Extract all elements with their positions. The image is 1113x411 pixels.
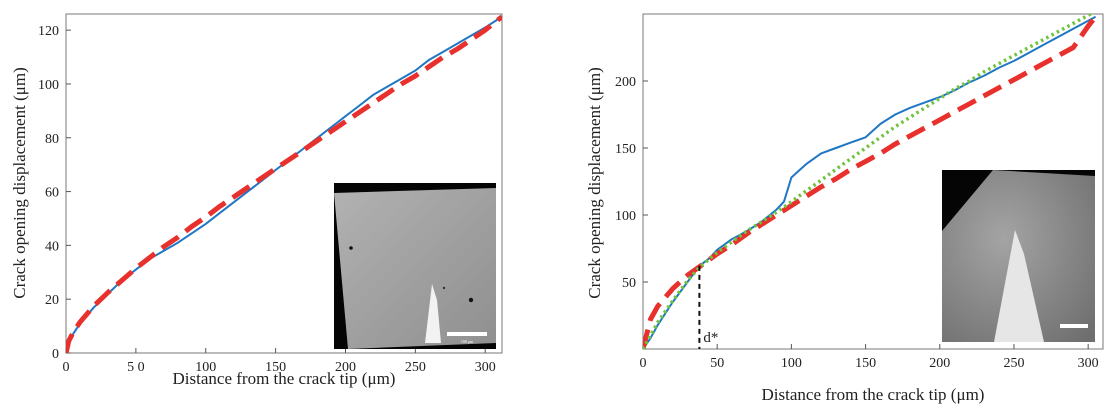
x-tick-label: 0 — [63, 360, 70, 375]
right-y-ticks: 50 100 150 200 — [615, 75, 648, 291]
left-y-ticks: 0 20 40 60 80 100 120 — [38, 24, 71, 362]
left-y-axis-label: Crack opening displacement (μm) — [10, 67, 29, 298]
y-tick-label: 0 — [52, 347, 59, 362]
left-inset-crack — [425, 284, 441, 343]
x-tick-label: 100 — [195, 360, 216, 375]
left-x-axis-label: Distance from the crack tip (μm) — [173, 369, 396, 388]
y-tick-label: 50 — [622, 276, 636, 291]
series-dashed-line — [66, 14, 502, 353]
right-inset-crack — [994, 230, 1044, 342]
x-tick-label: 300 — [475, 360, 496, 375]
x-tick-label: 150 — [265, 360, 286, 375]
y-tick-label: 100 — [615, 209, 636, 224]
y-tick-label: 100 — [38, 78, 59, 93]
left-inset-particle — [349, 246, 353, 250]
x-tick-label: 50 — [710, 356, 724, 371]
x-tick-label: 200 — [335, 360, 356, 375]
x-tick-label: 300 — [1078, 356, 1099, 371]
right-series — [643, 14, 1098, 349]
d-star-label: d* — [703, 330, 718, 346]
series-solid-line — [643, 15, 1097, 349]
left-series — [66, 14, 502, 353]
y-tick-label: 80 — [45, 132, 59, 147]
x-tick-label: 5 0 — [127, 360, 145, 375]
series-dashed-line — [643, 15, 1098, 349]
x-tick-label: 200 — [929, 356, 950, 371]
x-tick-label: 250 — [405, 360, 426, 375]
y-tick-label: 120 — [38, 24, 59, 39]
right-chart: 0 50 100 150 200 250 300 50 100 150 200 d* Distan… — [585, 13, 1104, 404]
left-inset-particle — [468, 297, 474, 303]
left-inset-specimen — [334, 188, 496, 349]
left-inset-scale-label: 100 μm — [461, 339, 474, 344]
y-tick-label: 200 — [615, 75, 636, 90]
left-plot-frame — [65, 13, 503, 354]
left-inset-particle — [442, 286, 446, 290]
left-inset-scale-bar — [447, 332, 487, 336]
right-inset-scale-bar — [1060, 324, 1088, 328]
x-tick-label: 0 — [640, 356, 647, 371]
y-tick-label: 60 — [45, 186, 59, 201]
right-inset-micrograph — [942, 170, 1095, 342]
y-tick-label: 150 — [615, 142, 636, 157]
right-y-axis-label: Crack opening displacement (μm) — [585, 67, 604, 298]
left-inset-micrograph: 100 μm — [334, 183, 496, 349]
y-tick-label: 40 — [45, 239, 59, 254]
y-tick-label: 20 — [45, 293, 59, 308]
right-x-ticks: 0 50 100 150 200 250 300 — [640, 344, 1099, 371]
x-tick-label: 100 — [781, 356, 802, 371]
x-tick-label: 150 — [855, 356, 876, 371]
x-tick-label: 250 — [1003, 356, 1024, 371]
right-plot-frame — [642, 13, 1104, 350]
right-x-axis-label: Distance from the crack tip (μm) — [762, 385, 985, 404]
